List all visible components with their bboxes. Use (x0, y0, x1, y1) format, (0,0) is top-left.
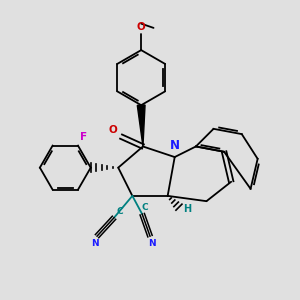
Text: C: C (116, 207, 123, 216)
Text: N: N (170, 139, 180, 152)
Text: H: H (183, 204, 191, 214)
Text: F: F (80, 132, 87, 142)
Text: O: O (137, 22, 146, 32)
Text: N: N (148, 239, 156, 248)
Text: N: N (92, 239, 99, 248)
Text: C: C (142, 203, 148, 212)
Text: O: O (109, 125, 118, 135)
Polygon shape (137, 105, 145, 146)
